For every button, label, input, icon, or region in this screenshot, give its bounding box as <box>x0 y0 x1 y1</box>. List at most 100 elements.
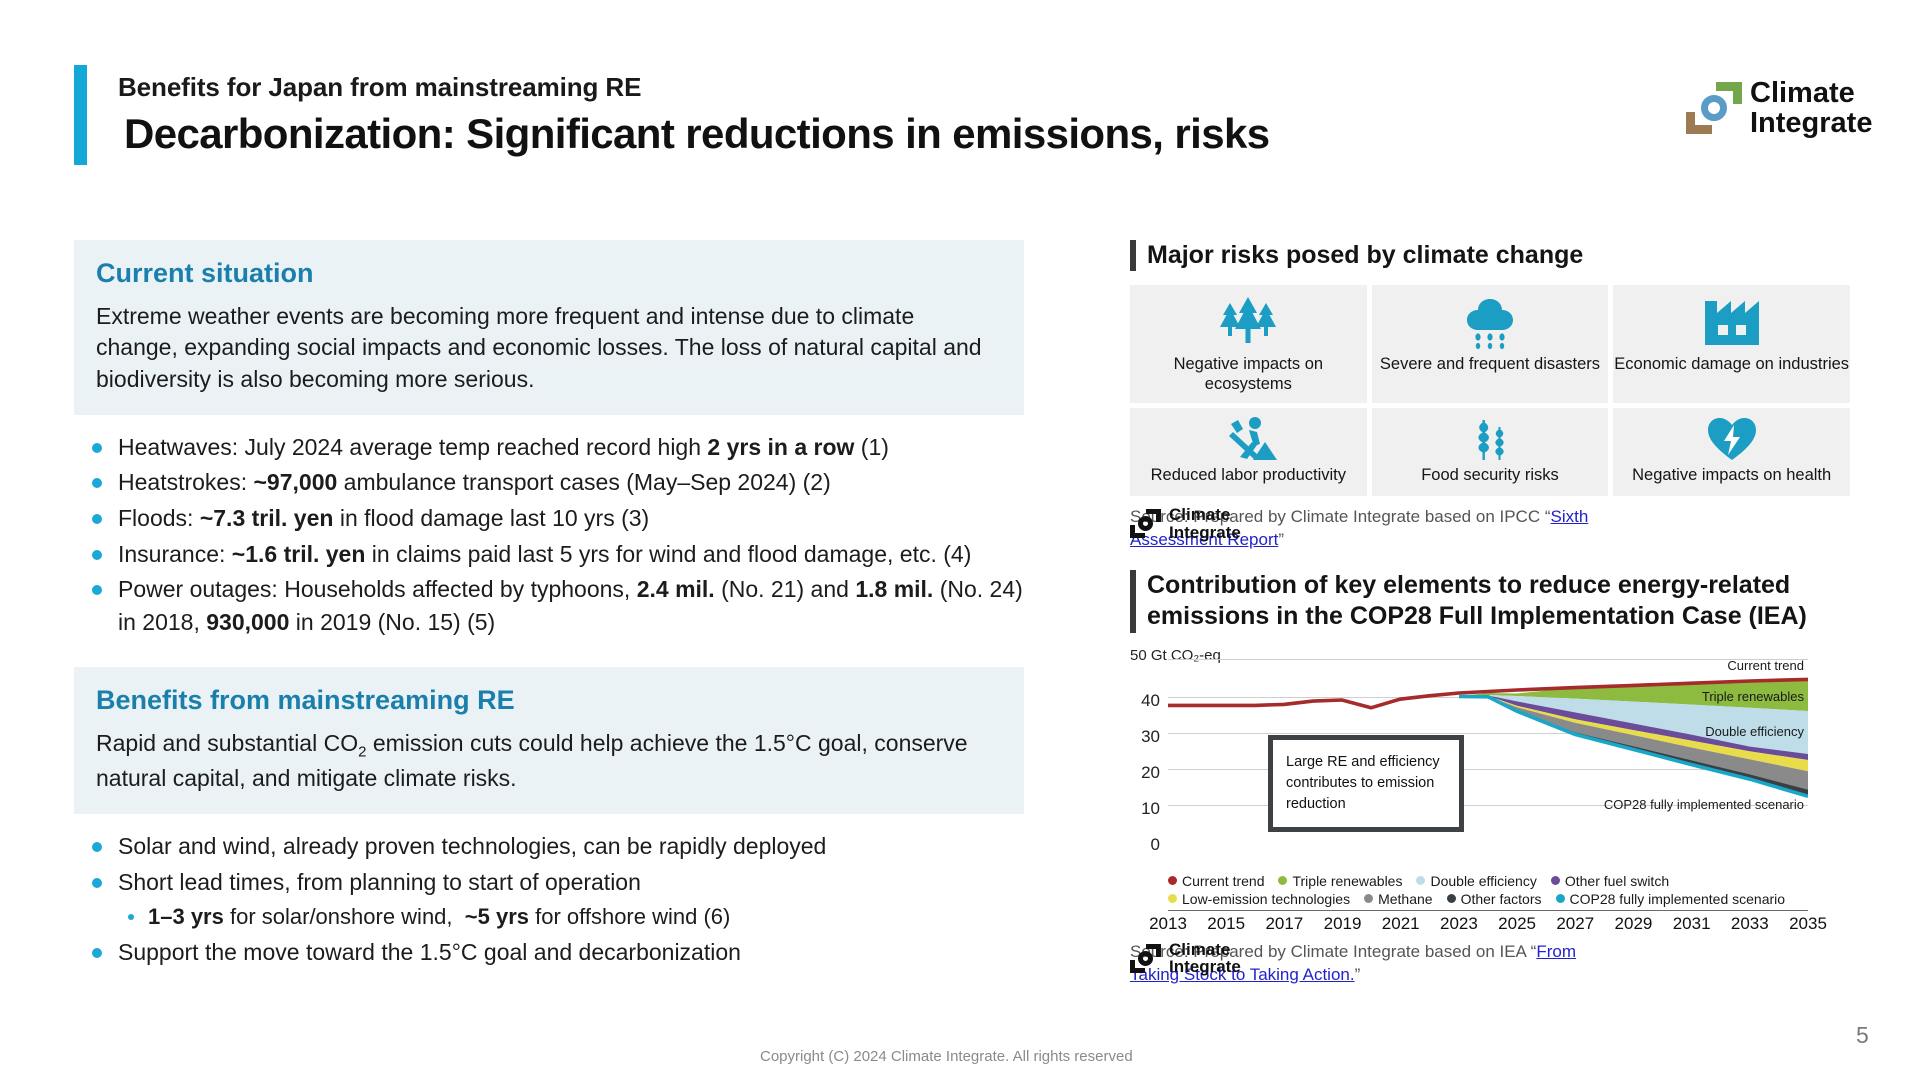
wheat-icon <box>1463 416 1517 462</box>
iea-report-link[interactable]: From Taking Stock to Taking Action. <box>1130 941 1577 984</box>
page-title: Decarbonization: Significant reductions … <box>124 110 1270 157</box>
risk-label: Negative impacts on health <box>1632 466 1832 485</box>
risks-source-row: Source: Prepared by Climate Integrate ba… <box>1130 506 1850 552</box>
legend-item: COP28 fully implemented scenario <box>1555 891 1785 907</box>
list-item: Support the move toward the 1.5°C goal a… <box>74 936 1024 969</box>
y-tick-0: 0 <box>1150 834 1160 854</box>
situation-bullet-list: Heatwaves: July 2024 average temp reache… <box>74 431 1024 639</box>
risk-label: Severe and frequent disasters <box>1379 355 1601 374</box>
climate-integrate-logo-icon <box>1130 943 1161 973</box>
climate-integrate-logo-icon <box>1686 82 1742 135</box>
risk-label: Food security risks <box>1421 466 1559 485</box>
copyright-text: Copyright (C) 2024 Climate Integrate. Al… <box>760 1048 1133 1065</box>
sixth-assessment-report-link[interactable]: Sixth Assessment Report <box>1130 507 1589 550</box>
x-tick-label: 2025 <box>1498 913 1536 933</box>
x-tick-label: 2019 <box>1323 913 1362 933</box>
factory-icon <box>1701 295 1763 351</box>
brand-logo-text: Climate Integrate <box>1169 939 1241 977</box>
svg-text:Double efficiency: Double efficiency <box>1705 724 1804 739</box>
benefits-bullet-list: Solar and wind, already proven technolog… <box>74 830 1024 968</box>
x-tick-label: 2029 <box>1614 913 1653 933</box>
svg-text:COP28 fully implemented scenar: COP28 fully implemented scenario <box>1604 797 1804 812</box>
risk-card-industries: Economic damage on industries <box>1613 285 1850 404</box>
trees-icon <box>1216 295 1280 351</box>
chart-source-row: Source: Prepared by Climate Integrate ba… <box>1130 939 1850 987</box>
risk-label: Negative impacts on ecosystems <box>1173 355 1324 393</box>
title-accent-bar <box>74 65 87 165</box>
y-tick-20: 20 <box>1141 762 1160 782</box>
chart-source-suffix: ” <box>1354 964 1361 984</box>
svg-text:Triple renewables: Triple renewables <box>1702 689 1805 704</box>
brand-logo-small-risks: Climate Integrate <box>1130 506 1241 541</box>
risks-source-prefix: Source: Prepared by Climate Integrate ba… <box>1130 507 1551 527</box>
legend-row-2: Low-emission technologies Methane Other … <box>1168 891 1828 907</box>
list-item-sub: 1–3 yrs for solar/onshore wind, ~5 yrs f… <box>74 901 1024 932</box>
current-situation-title: Current situation <box>96 258 314 288</box>
risk-label: Economic damage on industries <box>1614 355 1850 374</box>
x-tick-label: 2023 <box>1439 913 1478 933</box>
x-tick-label: 2035 <box>1789 913 1827 933</box>
y-tick-30: 30 <box>1141 726 1160 746</box>
brand-logo-text: Climate Integrate <box>1750 77 1873 140</box>
left-column: Current situation Extreme weather events… <box>74 240 1024 971</box>
y-tick-10: 10 <box>1141 798 1160 818</box>
section-accent-bar <box>1130 570 1136 633</box>
risk-label: Reduced labor productivity <box>1150 466 1346 485</box>
current-situation-panel: Current situation Extreme weather events… <box>74 240 1024 415</box>
risk-card-health: Negative impacts on health <box>1613 408 1850 497</box>
risks-source-suffix: ” <box>1278 530 1285 550</box>
section-accent-bar <box>1130 240 1136 272</box>
chart-plot-area: 50 Gt CO₂-eq 40 30 20 10 0 <box>1130 647 1820 871</box>
y-tick-40: 40 <box>1141 690 1160 710</box>
chart-section-header: Contribution of key elements to reduce e… <box>1130 570 1850 633</box>
chart-legend: Current trend Triple renewables Double e… <box>1168 873 1828 907</box>
risk-card-food: Food security risks <box>1371 408 1609 497</box>
legend-item: Double efficiency <box>1416 873 1537 889</box>
benefits-panel: Benefits from mainstreaming RE Rapid and… <box>74 666 1024 814</box>
risk-card-labor: Reduced labor productivity <box>1130 408 1367 497</box>
legend-item: Low-emission technologies <box>1168 891 1350 907</box>
legend-item: Other factors <box>1446 891 1542 907</box>
risks-source-text: Source: Prepared by Climate Integrate ba… <box>1130 506 1600 552</box>
risks-grid: Negative impacts on ecosystems Severe an… <box>1130 285 1850 497</box>
x-tick-label: 2013 <box>1149 913 1187 933</box>
x-tick-label: 2031 <box>1672 913 1711 933</box>
chart-title: Contribution of key elements to reduce e… <box>1147 571 1807 631</box>
climate-integrate-logo-icon <box>1130 509 1161 539</box>
svg-text:Current trend: Current trend <box>1727 658 1804 673</box>
brand-logo: Climate Integrate <box>1686 78 1872 138</box>
chart-x-tick-labels: 2013 2015 2017 2019 2021 2023 2025 2027 2029 2031… <box>1149 911 1827 937</box>
worker-icon <box>1219 416 1278 462</box>
chart-source-text: Source: Prepared by Climate Integrate ba… <box>1130 941 1600 987</box>
legend-row-1: Current trend Triple renewables Double e… <box>1168 873 1828 889</box>
list-item: Short lead times, from planning to start… <box>74 866 1024 899</box>
page-number: 5 <box>1856 1022 1869 1048</box>
current-situation-body: Extreme weather events are becoming more… <box>96 303 982 392</box>
chart-x-axis <box>1168 909 1808 911</box>
chart-source-prefix: Source: Prepared by Climate Integrate ba… <box>1130 941 1537 961</box>
x-tick-label: 2033 <box>1730 913 1769 933</box>
chart-canvas: Current trend Triple renewables Double e… <box>1168 657 1808 847</box>
risk-card-disasters: Severe and frequent disasters <box>1371 285 1609 404</box>
x-tick-label: 2017 <box>1265 913 1304 933</box>
eyebrow-text: Benefits for Japan from mainstreaming RE <box>118 72 642 102</box>
benefits-body: Rapid and substantial CO2 emission cuts … <box>96 729 968 791</box>
risks-title: Major risks posed by climate change <box>1147 241 1584 269</box>
list-item: Power outages: Households affected by ty… <box>74 573 1024 638</box>
right-column: Major risks posed by climate change Nega… <box>1130 240 1850 987</box>
list-item: Heatwaves: July 2024 average temp reache… <box>74 431 1024 464</box>
x-tick-label: 2015 <box>1207 913 1246 933</box>
legend-item: Methane <box>1364 891 1433 907</box>
list-item: Insurance: ~1.6 tril. yen in claims paid… <box>74 538 1024 571</box>
legend-item: Current trend <box>1168 873 1264 889</box>
list-item: Solar and wind, already proven technolog… <box>74 830 1024 863</box>
brand-logo-text: Climate Integrate <box>1169 505 1241 542</box>
slide-header: Benefits for Japan from mainstreaming RE… <box>0 0 1920 180</box>
emissions-chart: 50 Gt CO₂-eq 40 30 20 10 0 <box>1130 647 1850 987</box>
x-tick-label: 2027 <box>1556 913 1595 933</box>
brand-logo-small-chart: Climate Integrate <box>1130 939 1241 977</box>
rain-cloud-icon <box>1460 295 1520 351</box>
risks-section-header: Major risks posed by climate change <box>1130 240 1850 272</box>
benefits-title: Benefits from mainstreaming RE <box>96 684 515 715</box>
